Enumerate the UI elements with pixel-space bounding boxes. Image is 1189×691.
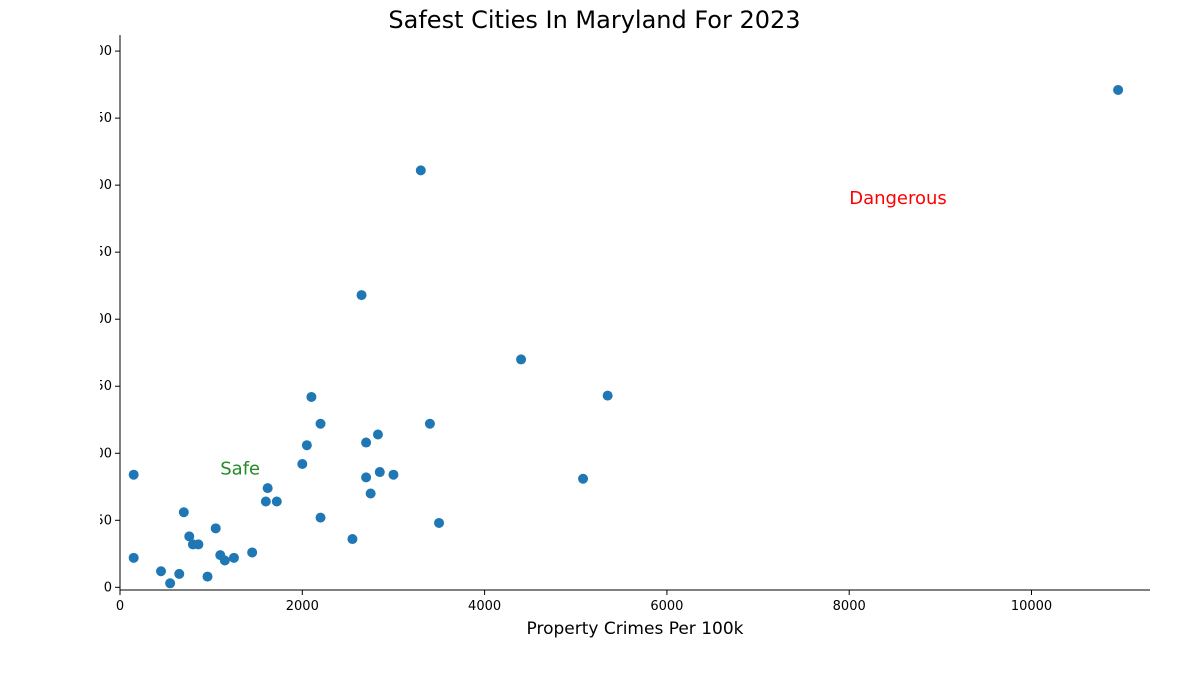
- data-point: [156, 566, 166, 576]
- data-point: [316, 419, 326, 429]
- chart-container: Safest Cities In Maryland For 2023 SafeD…: [0, 0, 1189, 691]
- data-point: [193, 539, 203, 549]
- data-point: [347, 534, 357, 544]
- data-point: [203, 572, 213, 582]
- y-tick-label: 1250: [100, 245, 112, 260]
- data-point: [211, 523, 221, 533]
- data-point: [247, 547, 257, 557]
- x-tick-label: 10000: [1011, 599, 1052, 614]
- data-point: [366, 488, 376, 498]
- data-point: [516, 354, 526, 364]
- y-tick-label: 0: [104, 580, 112, 595]
- y-tick-label: 250: [100, 513, 112, 528]
- y-tick-label: 500: [100, 446, 112, 461]
- data-point: [165, 578, 175, 588]
- data-point: [373, 429, 383, 439]
- data-point: [316, 513, 326, 523]
- data-point: [174, 569, 184, 579]
- x-tick-label: 6000: [650, 599, 683, 614]
- y-tick-label: 1500: [100, 178, 112, 193]
- data-point: [229, 553, 239, 563]
- data-point: [388, 470, 398, 480]
- data-point: [361, 438, 371, 448]
- data-point: [220, 556, 230, 566]
- x-tick-label: 8000: [833, 599, 866, 614]
- data-point: [263, 483, 273, 493]
- x-tick-label: 4000: [468, 599, 501, 614]
- data-point: [361, 472, 371, 482]
- data-point: [179, 507, 189, 517]
- data-point: [357, 290, 367, 300]
- data-point: [302, 440, 312, 450]
- data-point: [578, 474, 588, 484]
- x-tick-label: 0: [116, 599, 124, 614]
- y-tick-label: 750: [100, 379, 112, 394]
- data-point: [297, 459, 307, 469]
- data-point: [425, 419, 435, 429]
- data-point: [603, 391, 613, 401]
- data-point: [261, 497, 271, 507]
- annotation-safe: Safe: [220, 459, 260, 480]
- data-point: [375, 467, 385, 477]
- data-point: [1113, 85, 1123, 95]
- y-tick-label: 2000: [100, 44, 112, 59]
- data-point: [129, 553, 139, 563]
- x-axis-label: Property Crimes Per 100k: [527, 619, 744, 639]
- y-tick-label: 1000: [100, 312, 112, 327]
- data-point: [272, 497, 282, 507]
- data-point: [416, 165, 426, 175]
- data-point: [434, 518, 444, 528]
- data-point: [129, 470, 139, 480]
- x-tick-label: 2000: [286, 599, 319, 614]
- annotation-dangerous: Dangerous: [849, 188, 947, 209]
- scatter-plot: Safe Dangerous 0 2000 4000 6000 8000 10000 0 25…: [100, 30, 1160, 640]
- y-tick-label: 1750: [100, 111, 112, 126]
- data-point: [306, 392, 316, 402]
